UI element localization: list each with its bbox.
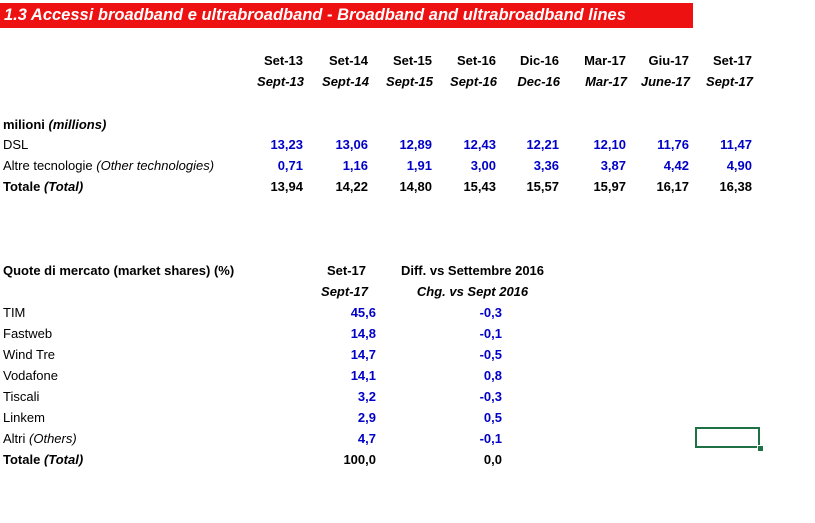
period-header-it: Giu-17 xyxy=(648,53,689,68)
period-header-en: Sept-14 xyxy=(322,74,369,89)
period-header-en: Dec-16 xyxy=(517,74,560,89)
operator-label: Totale (Total) xyxy=(3,450,83,470)
share-cell: 14,1 xyxy=(350,368,376,383)
share-cell: 100,0 xyxy=(343,452,376,467)
period-header-it: Set-13 xyxy=(263,53,303,68)
data-cell: 3,36 xyxy=(533,158,559,173)
data-cell: 15,43 xyxy=(463,179,496,194)
unit-label-en: (millions) xyxy=(48,117,107,132)
period-header-en: June-17 xyxy=(640,74,690,89)
operator-name-en: (Total) xyxy=(43,452,84,467)
period-header-en: Sept-17 xyxy=(706,74,753,89)
operator-name: Altri xyxy=(3,431,26,446)
operator-label: Vodafone xyxy=(3,366,58,386)
period-header-it: Set-16 xyxy=(456,53,496,68)
operator-name: Vodafone xyxy=(3,368,58,383)
data-cell: 11,76 xyxy=(657,137,689,152)
market-share-header-label: Quote di mercato (market shares) (%) xyxy=(3,263,235,278)
diff-cell: 0,8 xyxy=(483,368,502,383)
data-cell: 13,94 xyxy=(270,179,303,194)
diff-cell: -0,5 xyxy=(479,347,502,362)
row-label-en: (Other technologies) xyxy=(96,158,215,173)
data-cell: 3,00 xyxy=(470,158,496,173)
diff-cell: 0,0 xyxy=(483,452,502,467)
operator-label: TIM xyxy=(3,303,25,323)
data-cell: 11,47 xyxy=(720,137,752,152)
data-cell: 15,97 xyxy=(593,179,626,194)
row-label-it: Totale xyxy=(3,179,41,194)
share-cell: 4,7 xyxy=(357,431,376,446)
diff-cell: -0,1 xyxy=(479,326,502,341)
row-label-it: DSL xyxy=(3,137,29,152)
share-cell: 3,2 xyxy=(357,389,376,404)
data-cell: 16,17 xyxy=(656,179,689,194)
operator-name: Linkem xyxy=(3,410,45,425)
fill-handle[interactable] xyxy=(757,445,764,452)
diff-cell: -0,3 xyxy=(479,389,502,404)
data-cell: 12,10 xyxy=(593,137,626,152)
operator-name-en: (Others) xyxy=(29,431,77,446)
share-cell: 45,6 xyxy=(350,305,376,320)
period-header-it: Set-15 xyxy=(392,53,432,68)
data-cell: 12,43 xyxy=(463,137,496,152)
diff-cell: 0,5 xyxy=(483,410,502,425)
unit-label-it: milioni xyxy=(3,117,45,132)
period-header-en: Sept-16 xyxy=(450,74,497,89)
operator-name: Fastweb xyxy=(3,326,53,341)
data-cell: 1,91 xyxy=(406,158,432,173)
operator-name: Totale xyxy=(3,452,41,467)
selected-cell[interactable] xyxy=(695,427,760,448)
market-share-col-header-it: Set-17 xyxy=(326,263,366,278)
period-header-it: Set-17 xyxy=(712,53,752,68)
data-cell: 12,89 xyxy=(399,137,432,152)
share-cell: 14,7 xyxy=(350,347,376,362)
data-cell: 0,71 xyxy=(277,158,303,173)
data-cell: 3,87 xyxy=(600,158,626,173)
row-label: DSL xyxy=(3,135,28,155)
row-label: Altre tecnologie (Other technologies) xyxy=(3,156,214,176)
operator-label: Wind Tre xyxy=(3,345,55,365)
diff-col-header-it: Diff. vs Settembre 2016 xyxy=(400,263,545,278)
operator-label: Fastweb xyxy=(3,324,52,344)
market-share-col-header-en: Sept-17 xyxy=(321,284,368,299)
operator-name: Wind Tre xyxy=(3,347,56,362)
operator-label: Linkem xyxy=(3,408,45,428)
sheet-title: 1.3 Accessi broadband e ultrabroadband -… xyxy=(0,3,693,28)
row-label-en: (Total) xyxy=(43,179,84,194)
share-cell: 14,8 xyxy=(350,326,376,341)
row-label: Totale (Total) xyxy=(3,177,83,197)
data-cell: 12,21 xyxy=(526,137,559,152)
period-header-en: Sept-13 xyxy=(257,74,304,89)
period-header-it: Dic-16 xyxy=(519,53,559,68)
data-cell: 14,80 xyxy=(399,179,432,194)
diff-cell: -0,1 xyxy=(479,431,502,446)
period-header-en: Sept-15 xyxy=(386,74,433,89)
operator-label: Tiscali xyxy=(3,387,39,407)
share-cell: 2,9 xyxy=(357,410,376,425)
data-cell: 13,23 xyxy=(270,137,303,152)
data-cell: 16,38 xyxy=(719,179,752,194)
data-cell: 4,90 xyxy=(726,158,752,173)
operator-label: Altri (Others) xyxy=(3,429,77,449)
diff-cell: -0,3 xyxy=(479,305,502,320)
period-header-it: Set-14 xyxy=(328,53,368,68)
data-cell: 15,57 xyxy=(526,179,559,194)
data-cell: 1,16 xyxy=(342,158,368,173)
data-cell: 14,22 xyxy=(335,179,368,194)
operator-name: Tiscali xyxy=(3,389,40,404)
data-cell: 13,06 xyxy=(335,137,368,152)
row-label-it: Altre tecnologie xyxy=(3,158,93,173)
diff-col-header-en: Chg. vs Sept 2016 xyxy=(416,284,529,299)
period-header-en: Mar-17 xyxy=(585,74,627,89)
data-cell: 4,42 xyxy=(663,158,689,173)
period-header-it: Mar-17 xyxy=(584,53,626,68)
operator-name: TIM xyxy=(3,305,26,320)
unit-label: milioni (millions) xyxy=(3,115,106,135)
